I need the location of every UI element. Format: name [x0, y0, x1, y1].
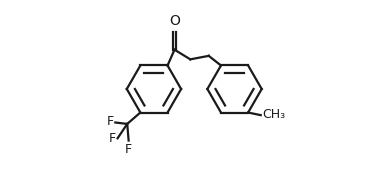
Text: CH₃: CH₃ — [262, 108, 285, 121]
Text: O: O — [169, 14, 180, 28]
Text: F: F — [107, 115, 114, 128]
Text: F: F — [109, 132, 116, 145]
Text: F: F — [125, 143, 132, 156]
